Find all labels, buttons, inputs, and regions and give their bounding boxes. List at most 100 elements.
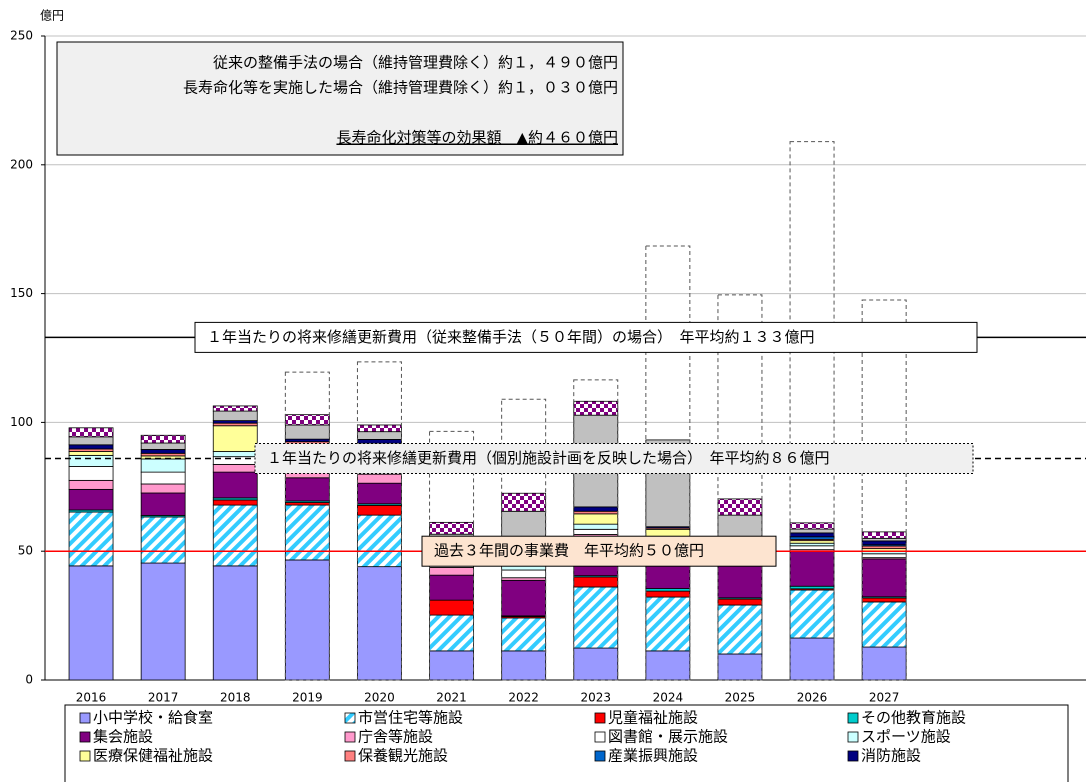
bar-segment [573, 586, 619, 649]
bar-segment [789, 528, 835, 534]
legend-swatch [79, 731, 91, 743]
bar-segment [789, 545, 835, 551]
bar-segment [140, 458, 186, 473]
bar-segment [861, 531, 907, 539]
summary-box [56, 41, 624, 156]
bar-segment [501, 579, 547, 617]
legend-label: 集会施設 [93, 728, 153, 746]
reference-label-box [254, 442, 974, 474]
x-tick-label: 2024 [653, 691, 684, 705]
y-axis-label: 億円 [40, 9, 64, 23]
bar-segment [573, 647, 619, 681]
bar-segment [429, 614, 474, 652]
bar-segment [357, 473, 402, 484]
conventional-total [789, 141, 835, 681]
y-tick-label: 200 [10, 157, 33, 171]
reference-label: 過去３年間の事業費 年平均約５０億円 [434, 542, 704, 560]
bar-segment [573, 400, 619, 416]
legend-swatch [847, 731, 859, 743]
bar-segment [717, 653, 763, 681]
x-tick-label: 2025 [725, 691, 756, 705]
bar-segment [501, 617, 547, 652]
bar-segment [861, 601, 907, 648]
reference-label-box [421, 535, 777, 567]
conventional-total [717, 294, 763, 681]
legend-swatch [344, 712, 356, 724]
bar-segment [573, 576, 619, 588]
x-tick-label: 2023 [580, 691, 611, 705]
bar-segment [357, 482, 402, 505]
bar-segment [68, 427, 114, 438]
y-tick-label: 250 [10, 29, 33, 43]
bar-segment [212, 499, 258, 506]
summary-line: 長寿命化対策等の効果額 ▲約４６０億円 [336, 129, 618, 147]
x-tick-label: 2016 [76, 691, 107, 705]
bar-segment [140, 483, 186, 494]
bar-segment [68, 466, 114, 481]
x-tick-label: 2021 [436, 691, 467, 705]
bar-segment [284, 424, 330, 440]
bar-segment [573, 523, 619, 530]
legend-label: 消防施設 [861, 747, 921, 765]
legend-swatch [847, 750, 859, 762]
reference-label: １年当たりの将来修繕更新費用（従来整備手法（５０年間）の場合） 年平均約１３３億… [207, 328, 815, 346]
legend-label: その他教育施設 [861, 709, 966, 727]
bar-segment [140, 562, 186, 681]
x-tick-label: 2022 [508, 691, 539, 705]
bar-segment [140, 492, 186, 516]
y-tick-label: 100 [10, 415, 33, 429]
x-tick-label: 2026 [797, 691, 828, 705]
bar-segment [501, 650, 547, 681]
legend-box [64, 704, 1069, 782]
bar-segment [861, 597, 907, 603]
bar-segment [68, 451, 114, 456]
x-tick-label: 2017 [148, 691, 179, 705]
legend-swatch [594, 731, 606, 743]
bar-segment [68, 479, 114, 490]
bar-segment [573, 528, 619, 535]
bar-segment [717, 565, 763, 599]
bar-segment [429, 574, 474, 601]
bar-segment [789, 532, 835, 538]
legend-swatch [344, 750, 356, 762]
x-tick-label: 2018 [220, 691, 251, 705]
legend-label: 庁舎等施設 [358, 728, 433, 746]
bar-segment [717, 498, 763, 516]
bar-segment [429, 599, 474, 616]
bar-segment [429, 650, 474, 681]
bar-segment [573, 506, 619, 512]
legend-label: 児童福祉施設 [608, 709, 698, 727]
bar-segment [68, 444, 114, 450]
legend-swatch [594, 750, 606, 762]
legend-label: 小中学校・給食室 [93, 709, 213, 727]
legend-swatch [79, 750, 91, 762]
bar-segment [212, 463, 258, 473]
bar-segment [789, 522, 835, 530]
y-tick-label: 0 [25, 673, 33, 687]
bar-segment [212, 410, 258, 421]
legend-label: 産業振興施設 [608, 747, 698, 765]
y-tick-label: 150 [10, 286, 33, 300]
conventional-total [284, 371, 330, 681]
bar-segment [357, 439, 402, 444]
bar-segment [861, 558, 907, 598]
conventional-total [573, 379, 619, 681]
bar-segment [861, 553, 907, 559]
legend-swatch [344, 731, 356, 743]
bar-segment [68, 488, 114, 511]
bar-segment [357, 424, 402, 433]
conventional-total [861, 299, 907, 681]
bar-segment [573, 513, 619, 525]
bar-segment [284, 559, 330, 681]
bar-segment [357, 431, 402, 440]
summary-line: 従来の整備手法の場合（維持管理費除く）約１，４９０億円 [213, 54, 618, 72]
summary-line: 長寿命化等を実施した場合（維持管理費除く）約１，０３０億円 [183, 79, 618, 97]
bar-segment [501, 492, 547, 512]
legend-swatch [847, 712, 859, 724]
bar-segment [789, 589, 835, 639]
bar-segment [140, 442, 186, 450]
bar-segment [212, 471, 258, 499]
bar-segment [68, 511, 114, 567]
bar-segment [140, 434, 186, 444]
legend-label: 保養観光施設 [358, 747, 448, 765]
